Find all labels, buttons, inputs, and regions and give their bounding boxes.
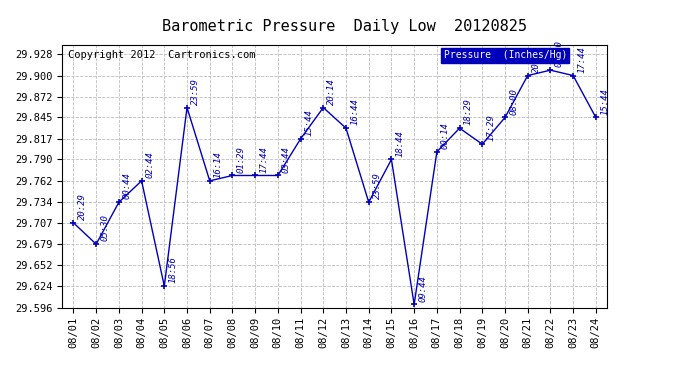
Text: 03:44: 03:44 [282, 146, 291, 173]
Text: 18:29: 18:29 [464, 99, 473, 125]
Text: 23:59: 23:59 [191, 78, 200, 105]
Text: 00:14: 00:14 [441, 122, 450, 149]
Text: Pressure  (Inches/Hg): Pressure (Inches/Hg) [444, 50, 567, 60]
Text: 20:14: 20:14 [328, 78, 337, 105]
Text: 02:44: 02:44 [146, 151, 155, 178]
Text: 17:44: 17:44 [578, 46, 586, 73]
Text: 16:14: 16:14 [214, 151, 223, 178]
Text: 23:59: 23:59 [373, 172, 382, 200]
Text: 16:44: 16:44 [350, 99, 359, 125]
Text: 01:29: 01:29 [237, 146, 246, 173]
Text: 17:44: 17:44 [259, 146, 268, 173]
Text: 05:30: 05:30 [100, 214, 109, 242]
Text: 18:44: 18:44 [395, 130, 404, 157]
Text: Copyright 2012  Cartronics.com: Copyright 2012 Cartronics.com [68, 50, 255, 60]
Text: 15:44: 15:44 [305, 109, 314, 136]
Text: 09:44: 09:44 [418, 275, 427, 302]
Text: 20:29: 20:29 [77, 193, 87, 220]
Text: Barometric Pressure  Daily Low  20120825: Barometric Pressure Daily Low 20120825 [163, 19, 527, 34]
Text: 15:44: 15:44 [600, 88, 609, 115]
Text: 18:56: 18:56 [168, 256, 177, 284]
Text: 08:00: 08:00 [555, 40, 564, 68]
Text: 20:00: 20:00 [532, 46, 541, 73]
Text: 00:44: 00:44 [123, 172, 132, 200]
Text: 17:29: 17:29 [486, 114, 495, 141]
Text: 08:00: 08:00 [509, 88, 518, 115]
